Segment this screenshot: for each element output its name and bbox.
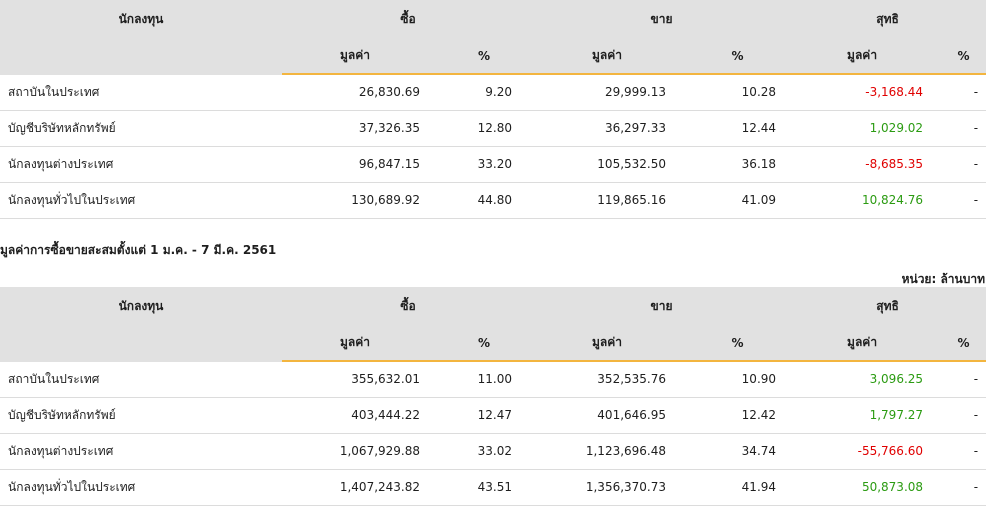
net-value: 1,797.27	[789, 397, 942, 434]
buy-pct: 9.20	[434, 74, 535, 111]
sell-pct-header: %	[686, 325, 790, 362]
sell-value: 1,356,370.73	[534, 469, 687, 506]
table-row: นักลงทุนทั่วไปในประเทศ 1,407,243.82 43.5…	[0, 469, 987, 506]
net-value: 10,824.76	[789, 182, 942, 219]
sell-pct: 10.28	[686, 74, 790, 111]
sell-pct: 41.09	[686, 182, 790, 219]
sell-value: 29,999.13	[534, 74, 687, 111]
blank-header	[0, 325, 282, 362]
investor-header: นักลงทุน	[0, 287, 282, 325]
net-pct-header: %	[941, 325, 987, 362]
net-value: 3,096.25	[789, 361, 942, 398]
net-pct: -	[941, 469, 987, 506]
sell-header: ขาย	[534, 287, 790, 325]
buy-value: 130,689.92	[282, 182, 434, 219]
table-sub-header: มูลค่า % มูลค่า % มูลค่า %	[0, 325, 987, 362]
buy-pct: 11.00	[434, 361, 535, 398]
sell-value: 1,123,696.48	[534, 433, 687, 470]
net-pct: -	[941, 110, 987, 147]
sell-value: 36,297.33	[534, 110, 687, 147]
buy-pct: 12.80	[434, 110, 535, 147]
sell-pct: 36.18	[686, 146, 790, 183]
investor-header: นักลงทุน	[0, 0, 282, 38]
buy-header: ซื้อ	[282, 0, 535, 38]
sell-pct-header: %	[686, 38, 790, 75]
net-value: -55,766.60	[789, 433, 942, 470]
buy-value: 1,407,243.82	[282, 469, 434, 506]
table-row: นักลงทุนต่างประเทศ 1,067,929.88 33.02 1,…	[0, 433, 987, 470]
net-value: 1,029.02	[789, 110, 942, 147]
sell-pct: 12.42	[686, 397, 790, 434]
investor-name: นักลงทุนทั่วไปในประเทศ	[0, 469, 282, 506]
cumulative-trading-table: นักลงทุน ซื้อ ขาย สุทธิ มูลค่า % มูลค่า …	[0, 287, 987, 506]
table-sub-header: มูลค่า % มูลค่า % มูลค่า %	[0, 38, 987, 75]
net-header: สุทธิ	[789, 0, 987, 38]
sell-header: ขาย	[534, 0, 790, 38]
buy-header: ซื้อ	[282, 287, 535, 325]
buy-value: 96,847.15	[282, 146, 434, 183]
net-pct: -	[941, 397, 987, 434]
table-row: บัญชีบริษัทหลักทรัพย์ 37,326.35 12.80 36…	[0, 110, 987, 147]
net-pct-header: %	[941, 38, 987, 75]
investor-name: สถาบันในประเทศ	[0, 361, 282, 398]
sell-pct: 41.94	[686, 469, 790, 506]
table-row: นักลงทุนทั่วไปในประเทศ 130,689.92 44.80 …	[0, 182, 987, 219]
buy-pct: 33.02	[434, 433, 535, 470]
sell-value: 119,865.16	[534, 182, 687, 219]
investor-name: บัญชีบริษัทหลักทรัพย์	[0, 110, 282, 147]
buy-value: 37,326.35	[282, 110, 434, 147]
buy-value: 355,632.01	[282, 361, 434, 398]
buy-pct: 43.51	[434, 469, 535, 506]
net-header: สุทธิ	[789, 287, 987, 325]
buy-pct-header: %	[434, 325, 535, 362]
buy-value-header: มูลค่า	[282, 325, 434, 362]
net-value: -8,685.35	[789, 146, 942, 183]
net-pct: -	[941, 182, 987, 219]
table-row: นักลงทุนต่างประเทศ 96,847.15 33.20 105,5…	[0, 146, 987, 183]
table-group-header: นักลงทุน ซื้อ ขาย สุทธิ	[0, 0, 987, 38]
net-value: 50,873.08	[789, 469, 942, 506]
buy-value: 1,067,929.88	[282, 433, 434, 470]
investor-name: นักลงทุนทั่วไปในประเทศ	[0, 182, 282, 219]
daily-trading-table: นักลงทุน ซื้อ ขาย สุทธิ มูลค่า % มูลค่า …	[0, 0, 987, 219]
sell-pct: 34.74	[686, 433, 790, 470]
table-row: สถาบันในประเทศ 26,830.69 9.20 29,999.13 …	[0, 74, 987, 111]
investor-name: นักลงทุนต่างประเทศ	[0, 146, 282, 183]
table-row: สถาบันในประเทศ 355,632.01 11.00 352,535.…	[0, 361, 987, 398]
section-title: มูลค่าการซื้อขายสะสมตั้งแต่ 1 ม.ค. - 7 ม…	[0, 243, 277, 257]
net-value: -3,168.44	[789, 74, 942, 111]
net-pct: -	[941, 74, 987, 111]
sell-pct: 12.44	[686, 110, 790, 147]
sell-pct: 10.90	[686, 361, 790, 398]
investor-name: สถาบันในประเทศ	[0, 74, 282, 111]
sell-value-header: มูลค่า	[534, 38, 687, 75]
net-value-header: มูลค่า	[789, 325, 942, 362]
investor-name: บัญชีบริษัทหลักทรัพย์	[0, 397, 282, 434]
buy-pct: 12.47	[434, 397, 535, 434]
blank-header	[0, 38, 282, 75]
buy-pct-header: %	[434, 38, 535, 75]
net-value-header: มูลค่า	[789, 38, 942, 75]
table-group-header: นักลงทุน ซื้อ ขาย สุทธิ	[0, 287, 987, 325]
buy-pct: 33.20	[434, 146, 535, 183]
investor-name: นักลงทุนต่างประเทศ	[0, 433, 282, 470]
buy-value: 403,444.22	[282, 397, 434, 434]
net-pct: -	[941, 146, 987, 183]
buy-pct: 44.80	[434, 182, 535, 219]
sell-value: 401,646.95	[534, 397, 687, 434]
unit-label: หน่วย: ล้านบาท	[901, 272, 985, 286]
buy-value: 26,830.69	[282, 74, 434, 111]
table-row: บัญชีบริษัทหลักทรัพย์ 403,444.22 12.47 4…	[0, 397, 987, 434]
net-pct: -	[941, 361, 987, 398]
sell-value-header: มูลค่า	[534, 325, 687, 362]
sell-value: 105,532.50	[534, 146, 687, 183]
sell-value: 352,535.76	[534, 361, 687, 398]
net-pct: -	[941, 433, 987, 470]
buy-value-header: มูลค่า	[282, 38, 434, 75]
